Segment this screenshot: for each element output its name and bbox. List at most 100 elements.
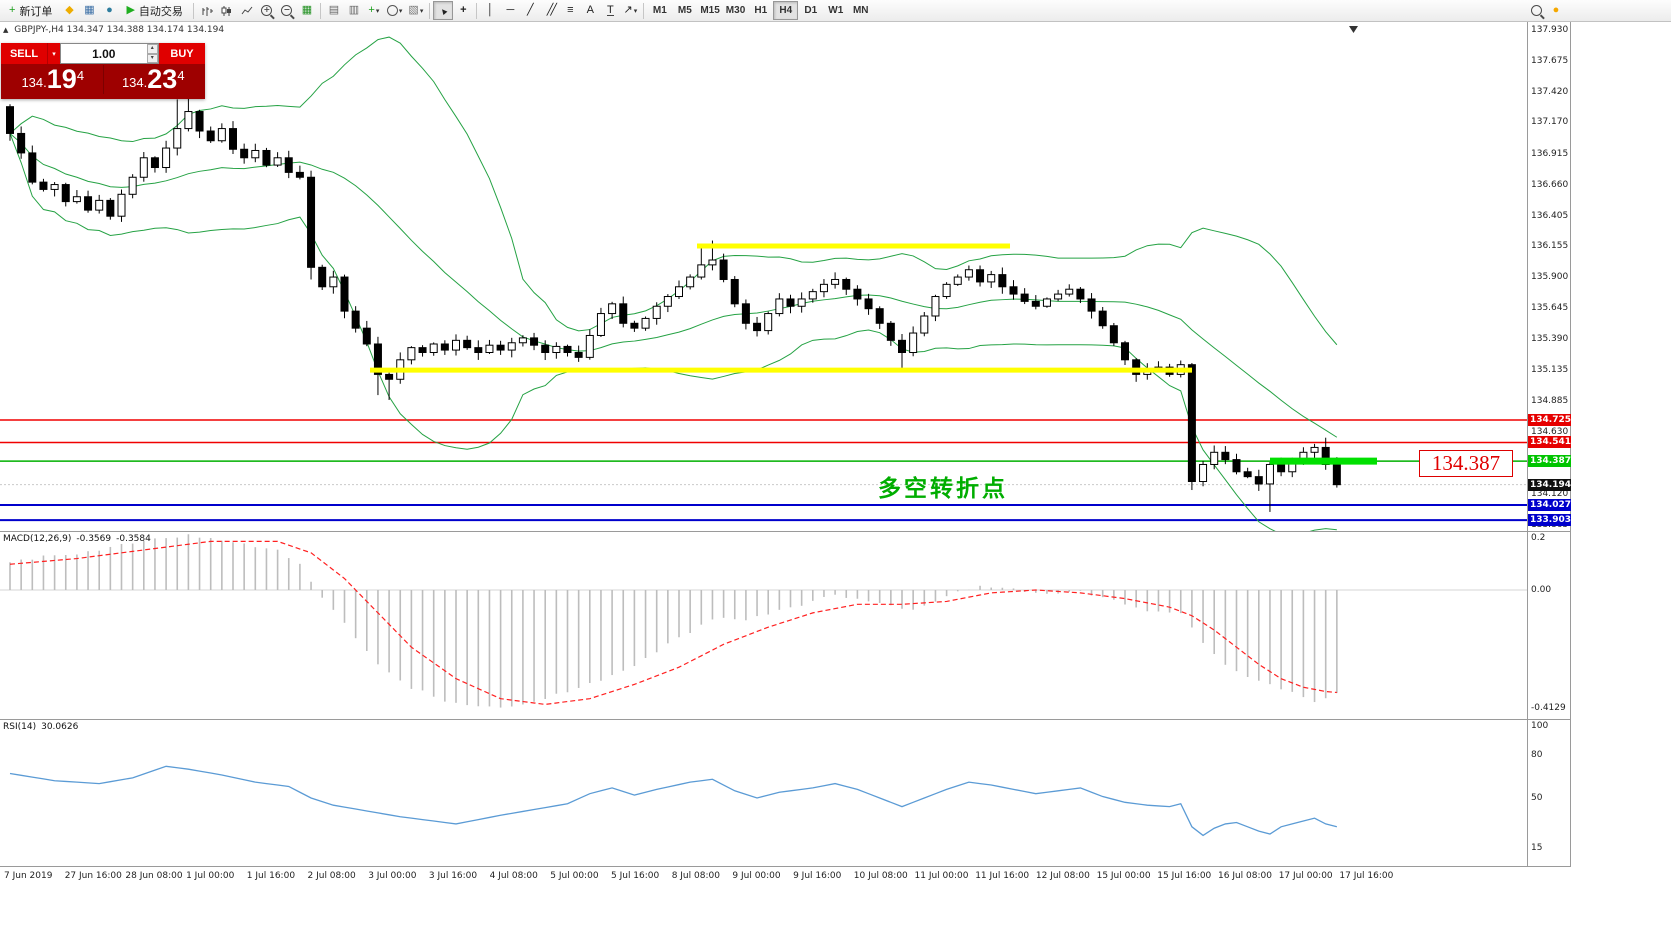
time-axis-label: 5 Jul 00:00 (550, 871, 599, 881)
toolbar-separator (643, 2, 645, 19)
timeframe-m1-button[interactable]: M1 (647, 1, 672, 20)
clock-icon (386, 5, 398, 16)
grid-icon: ▦ (301, 4, 313, 16)
indicators-dropdown[interactable]: + ▾ (364, 1, 384, 20)
cursor-button[interactable]: ▲ (433, 1, 454, 20)
search-icon (1530, 5, 1542, 16)
rsi-value: 30.0626 (41, 722, 79, 732)
time-axis-label: 4 Jul 08:00 (489, 871, 538, 881)
macd-panel[interactable] (0, 532, 1527, 719)
macd-value-main: -0.3569 (76, 534, 112, 544)
autotrading-button[interactable]: ▶ 自动交易 (119, 1, 189, 20)
macd-axis-label: -0.4129 (1531, 703, 1566, 714)
sell-price[interactable]: 134. 19 4 (3, 65, 103, 94)
fibonacci-button[interactable]: ≡ (560, 1, 580, 20)
time-axis-label: 17 Jul 00:00 (1278, 871, 1333, 881)
price-axis-label: 136.660 (1531, 179, 1569, 190)
bar-chart-icon (202, 6, 213, 16)
timeframe-h1-button[interactable]: H1 (748, 1, 773, 20)
price-axis-label: 135.900 (1531, 272, 1569, 283)
caret-down-icon: ▾ (633, 7, 638, 15)
metaeditor-icon: ◆ (65, 4, 74, 16)
periods-dropdown[interactable]: ▾ (384, 1, 406, 20)
text-button[interactable]: A (580, 1, 600, 20)
timeframe-h4-button[interactable]: H4 (773, 1, 799, 20)
price-axis-label: 136.915 (1531, 148, 1569, 159)
new-order-button[interactable]: + 新订单 (2, 1, 59, 20)
time-axis-label: 27 Jun 16:00 (64, 871, 122, 881)
price-axis[interactable]: 137.930 137.675 137.420 137.170 136.915 136.6… (1528, 22, 1571, 890)
lot-increase-button[interactable]: ▴ (146, 44, 158, 54)
price-axis-label: 137.930 (1531, 25, 1569, 35)
panel-separator[interactable] (0, 719, 1571, 720)
buy-button[interactable]: BUY (159, 43, 205, 64)
time-axis-label: 9 Jul 00:00 (732, 871, 781, 881)
toolbar-separator (192, 2, 194, 19)
auto-arrange-button[interactable]: ▦ (297, 1, 317, 20)
timeframe-d1-button[interactable]: D1 (798, 1, 823, 20)
price-chart[interactable] (0, 22, 1527, 531)
time-axis-label: 8 Jul 08:00 (671, 871, 720, 881)
sell-button[interactable]: SELL (1, 43, 47, 64)
caret-down-icon: ▾ (375, 7, 380, 15)
metaeditor-button[interactable]: ◆ (59, 1, 79, 20)
toolbar-separator (319, 2, 321, 19)
time-axis-label: 11 Jul 00:00 (914, 871, 969, 881)
rsi-name: RSI(14) (3, 722, 37, 732)
channel-button[interactable]: ╱╱ (540, 1, 560, 20)
symbol-ohlc: 134.347 134.388 134.174 134.194 (66, 25, 225, 35)
favorites-button[interactable]: ● (1546, 1, 1566, 20)
time-axis-label: 3 Jul 00:00 (368, 871, 417, 881)
arrows-dropdown[interactable]: ↗ ▾ (620, 1, 640, 20)
rsi-panel[interactable] (0, 720, 1527, 866)
zoom-in-icon: + (261, 5, 273, 16)
sell-price-pip: 4 (76, 68, 85, 83)
templates-dropdown[interactable]: ▧ ▾ (405, 1, 426, 20)
zoom-out-button[interactable]: − (277, 1, 297, 20)
timeframe-w1-button[interactable]: W1 (823, 1, 848, 20)
candlestick-chart-button[interactable] (217, 1, 237, 20)
text-label-button[interactable]: T (600, 1, 620, 20)
news-button[interactable]: ● (99, 1, 119, 20)
horizontal-line-button[interactable]: ─ (500, 1, 520, 20)
time-axis-label: 1 Jul 00:00 (186, 871, 235, 881)
panel-separator[interactable] (0, 531, 1571, 532)
buy-price[interactable]: 134. 23 4 (104, 65, 204, 94)
line-chart-button[interactable] (237, 1, 257, 20)
buy-price-digits: 23 (147, 64, 178, 94)
price-axis-label: 135.390 (1531, 334, 1569, 345)
toolbar-separator (429, 2, 431, 19)
time-axis[interactable]: 7 Jun 2019 27 Jun 16:00 28 Jun 08:00 1 Jul … (0, 867, 1527, 890)
time-axis-label: 9 Jul 16:00 (793, 871, 842, 881)
template-icon: ▧ (408, 4, 419, 16)
timeframe-m15-button[interactable]: M15 (697, 1, 722, 20)
lot-size-field[interactable] (61, 44, 147, 63)
trade-panel-divider (102, 65, 104, 94)
rsi-axis-label: 80 (1531, 749, 1543, 760)
trendline-button[interactable]: ╱ (520, 1, 540, 20)
zoom-in-button[interactable]: + (257, 1, 277, 20)
search-button[interactable] (1526, 1, 1546, 20)
timeframe-m5-button[interactable]: M5 (672, 1, 697, 20)
bar-chart-button[interactable] (197, 1, 217, 20)
symbol-info: ▲ GBPJPY-,H4 134.347 134.388 134.174 134… (3, 25, 224, 35)
time-axis-label: 7 Jun 2019 (4, 871, 53, 881)
autotrading-play-icon: ▶ (126, 4, 135, 16)
cascade-windows-button[interactable]: ▥ (344, 1, 364, 20)
price-axis-label: 137.170 (1531, 117, 1569, 128)
rsi-axis-label: 15 (1531, 843, 1543, 854)
market-watch-button[interactable]: ▦ (79, 1, 99, 20)
sell-dropdown[interactable]: ▾ (47, 43, 60, 64)
crosshair-button[interactable]: + (453, 1, 473, 20)
timeframe-mn-button[interactable]: MN (848, 1, 873, 20)
lot-decrease-button[interactable]: ▾ (146, 53, 158, 63)
timeframe-m30-button[interactable]: M30 (723, 1, 748, 20)
vertical-line-button[interactable]: │ (480, 1, 500, 20)
market-watch-icon: ▦ (84, 4, 95, 16)
text-icon: A (586, 4, 595, 16)
tile-windows-button[interactable]: ▤ (324, 1, 344, 20)
autotrading-label: 自动交易 (138, 5, 183, 18)
annotation-text: 多空转折点 (878, 475, 1008, 501)
crosshair-icon: + (460, 4, 467, 16)
